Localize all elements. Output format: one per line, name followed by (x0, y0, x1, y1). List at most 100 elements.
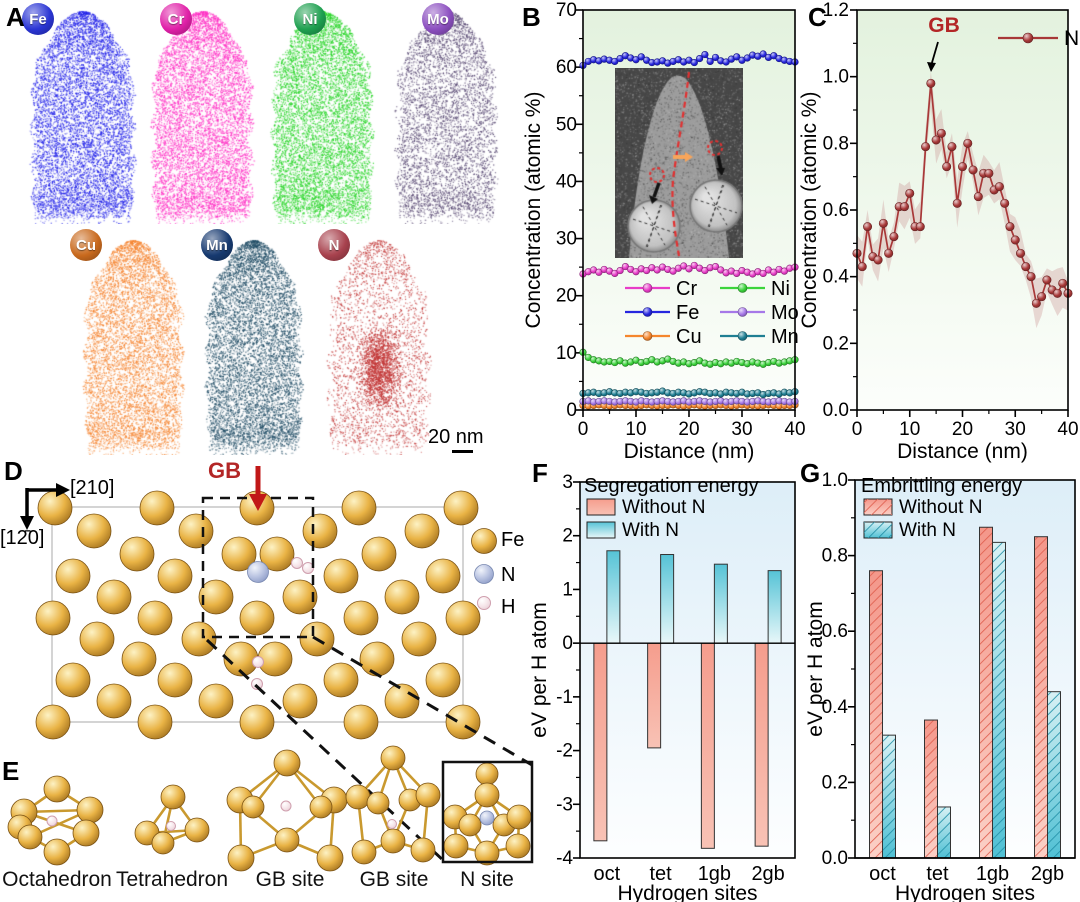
y-tick-label: 0.2 (823, 333, 849, 354)
x-tick-label: 20 (952, 419, 973, 440)
fe-atom (240, 601, 274, 635)
bar-with-n (607, 551, 620, 643)
y-tick-label: 0.8 (822, 546, 848, 567)
x-tick-label: 0 (578, 419, 589, 440)
y-axis-label: Concentration (atomic %) (798, 92, 821, 329)
fe-atom (459, 814, 481, 836)
fe-atom (416, 783, 440, 807)
fe-atom (402, 622, 436, 656)
fe-atom (346, 785, 370, 809)
fe-atom (182, 622, 216, 656)
legend-label-n: N (501, 564, 515, 587)
legend-label-mo: Mo (771, 302, 799, 324)
fe-atom (38, 491, 72, 525)
legend-label-cu: Cu (676, 326, 702, 348)
x-tick-label: 30 (1005, 419, 1026, 440)
bar-with-n (661, 555, 674, 644)
fe-atom (73, 820, 99, 846)
panel-e-letter: E (2, 756, 19, 787)
y-tick-label: 0.8 (823, 133, 849, 154)
fe-atom (120, 537, 154, 571)
x-axis-label: Distance (nm) (624, 440, 755, 463)
vector-overlay: 0102030405060700 10 20 30 40Distance (nm)Con… (0, 0, 1080, 902)
fe-atom (381, 746, 405, 770)
x-axis-label: Hydrogen sites (895, 882, 1035, 902)
y-tick-label: -4 (556, 848, 573, 869)
panel-b-letter: B (522, 2, 541, 33)
y-tick-label: 50 (556, 114, 577, 135)
fe-atom (342, 491, 376, 525)
y-tick-label: -1 (556, 687, 573, 708)
fe-atom (506, 834, 530, 858)
h-atom (167, 822, 176, 831)
y-tick-label: 70 (556, 0, 577, 21)
y-tick-label: 1.0 (822, 470, 848, 491)
panel-c-letter: C (808, 2, 827, 33)
chart-c: 0.00.20.40.60.81.01.20 10 20 30 40Distance (… (798, 0, 1079, 463)
fe-atom (122, 642, 156, 676)
fe-atom (140, 491, 174, 525)
y-tick-label: 3 (562, 472, 573, 493)
bar-without-n (701, 643, 714, 848)
fe-atom (161, 785, 185, 809)
fe-atom (446, 705, 480, 739)
x-axis-label: Hydrogen sites (617, 882, 757, 902)
fe-atom (77, 514, 111, 548)
legend-label-fe: Fe (676, 302, 699, 324)
panel-a-letter: A (6, 2, 25, 33)
fe-atom (240, 705, 274, 739)
element-badge-mo: Mo (422, 3, 454, 35)
legend-h-atom (478, 597, 491, 610)
legend-swatch (587, 499, 615, 515)
scale-bar (452, 450, 473, 453)
fe-atom (152, 832, 174, 854)
legend-label-cr: Cr (676, 278, 697, 300)
fe-atom (283, 684, 317, 718)
y-tick-label: 30 (556, 229, 577, 250)
gb-annotation-d: GB (208, 458, 241, 484)
h-atom (253, 657, 264, 668)
x-tick-label: 0 (852, 419, 863, 440)
fe-atom (303, 514, 337, 548)
fe-atom (80, 622, 114, 656)
y-axis-label: eV per H atom (528, 602, 551, 737)
fe-atom (344, 601, 378, 635)
fe-atom (360, 642, 394, 676)
y-axis-label: eV per H atom (804, 601, 827, 736)
fe-atom (36, 601, 70, 635)
fe-atom (56, 559, 90, 593)
direction-120-label: [12̄0] (0, 527, 44, 550)
fe-atom (367, 792, 389, 814)
legend-label-h: H (501, 596, 515, 619)
x-tick-label: 40 (1057, 419, 1078, 440)
fe-atom (138, 705, 172, 739)
fe-atom (385, 580, 419, 614)
chart-g: 0.00.20.40.60.81.0oct tet 1gb 2gbHydrogen s… (804, 470, 1075, 902)
fe-atom (138, 601, 172, 635)
legend-label-n: N (1064, 27, 1079, 50)
direction-210-label: [210] (70, 477, 114, 500)
y-tick-label: 0.0 (823, 400, 849, 421)
h-atom (292, 558, 303, 569)
legend-fe-atom (472, 529, 497, 554)
fe-atom (411, 838, 435, 862)
legend-label-ni: Ni (771, 278, 790, 300)
y-tick-label: 1.0 (823, 67, 849, 88)
x-tick-label: 40 (784, 419, 805, 440)
h-atom (281, 801, 291, 811)
fe-atom (476, 763, 498, 785)
y-tick-label: 0.2 (822, 772, 848, 793)
fe-atom (56, 663, 90, 697)
chart-title: Segregation energy (584, 475, 759, 497)
y-tick-label: 20 (556, 286, 577, 307)
fe-atom (344, 705, 378, 739)
element-badge-cu: Cu (70, 229, 102, 261)
fe-atom (405, 514, 439, 548)
fe-atom (444, 491, 478, 525)
fe-atom (426, 559, 460, 593)
fe-atom (385, 684, 419, 718)
bar-with-n (714, 564, 727, 643)
gb-annotation-c: GB (928, 14, 960, 37)
y-tick-label: 1 (562, 579, 573, 600)
h-atom (47, 816, 57, 826)
